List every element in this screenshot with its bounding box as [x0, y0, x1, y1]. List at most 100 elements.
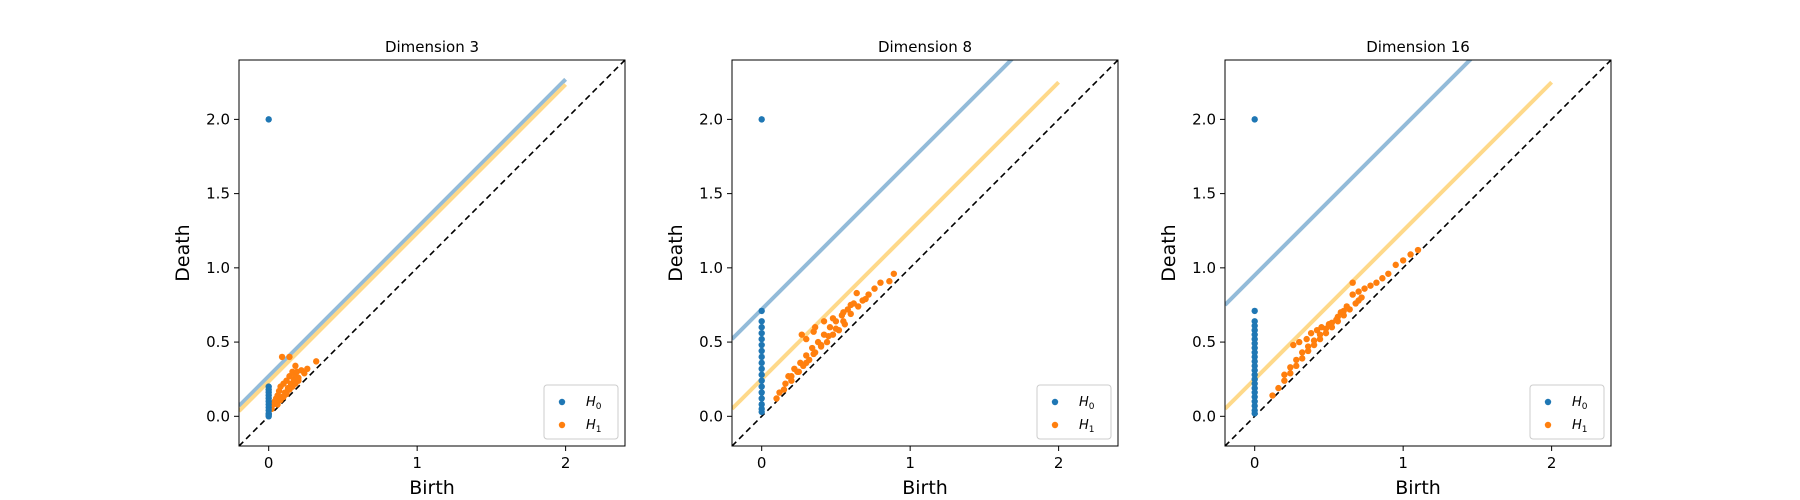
data-point — [1304, 347, 1312, 355]
legend-box — [543, 384, 619, 440]
data-point — [286, 353, 293, 361]
data-point — [847, 301, 854, 309]
data-point — [841, 321, 849, 328]
data-point — [304, 365, 311, 372]
data-point — [829, 315, 837, 322]
data-point — [1355, 288, 1362, 295]
plot-frame — [1224, 59, 1612, 447]
x-tick-label: 1 — [412, 454, 422, 472]
diagonal-line — [239, 60, 625, 446]
chart-title: Dimension 8 — [878, 38, 972, 56]
data-point — [776, 389, 783, 396]
x-tick-label: 2 — [1054, 454, 1064, 472]
y-tick-label: 0.0 — [1192, 407, 1216, 425]
data-point — [890, 270, 898, 277]
data-point — [1325, 321, 1333, 328]
data-point — [758, 324, 765, 331]
data-point — [871, 285, 878, 292]
band-line-h1 — [1225, 80, 1554, 411]
data-point — [853, 289, 860, 297]
y-tick-label: 0.0 — [699, 407, 723, 425]
x-tick-label: 0 — [1250, 454, 1260, 472]
data-point — [758, 341, 765, 349]
x-tick-label: 1 — [1398, 454, 1408, 472]
data-point — [859, 297, 866, 304]
data-point — [806, 356, 813, 364]
data-point — [1293, 356, 1300, 364]
data-point — [758, 377, 765, 384]
data-point — [1296, 338, 1303, 346]
data-point — [1287, 370, 1294, 377]
data-point — [1251, 393, 1258, 401]
data-point — [1287, 364, 1294, 371]
data-point — [1407, 251, 1414, 258]
series-h0 — [265, 116, 272, 420]
y-tick-label: 1.0 — [206, 259, 230, 277]
y-tick-label: 1.5 — [699, 185, 723, 203]
x-axis-label: Birth — [902, 477, 948, 499]
data-point — [1361, 285, 1368, 292]
data-point — [1281, 371, 1288, 378]
data-point — [758, 365, 765, 372]
data-point — [1251, 322, 1258, 329]
chart-panel-1: 0 1 2 0.0 0.5 1.0 1.5 2.0 Dimension 3 Birth Death H… — [172, 38, 626, 499]
data-point — [823, 338, 831, 346]
data-point — [865, 291, 872, 298]
data-point — [758, 395, 765, 402]
x-tick-label: 0 — [757, 454, 767, 472]
data-point — [1349, 279, 1356, 286]
data-point — [1310, 341, 1318, 349]
series-h1 — [268, 353, 320, 413]
data-point — [886, 278, 893, 285]
chart-title: Dimension 16 — [1366, 38, 1470, 56]
data-point — [840, 309, 847, 316]
data-point — [1251, 375, 1258, 383]
legend-marker-h1 — [1544, 421, 1552, 429]
legend-label-h1: H1 — [586, 418, 602, 435]
y-tick-label: 0.5 — [1192, 333, 1216, 351]
band-line-h0 — [732, 60, 1014, 341]
data-point — [278, 353, 286, 361]
series-h0 — [1251, 116, 1258, 417]
data-point — [782, 380, 789, 387]
data-point — [1251, 402, 1258, 410]
band-line-h0 — [1225, 60, 1473, 307]
legend-box — [1036, 384, 1112, 440]
data-point — [1251, 353, 1258, 361]
data-point — [758, 307, 765, 315]
chart-title: Dimension 3 — [385, 38, 479, 56]
y-axis-label: Death — [665, 224, 687, 281]
y-tick-label: 0.5 — [206, 333, 230, 351]
data-point — [1251, 384, 1258, 392]
data-point — [1251, 362, 1258, 370]
legend-marker-h1 — [1051, 421, 1059, 429]
data-point — [829, 331, 837, 338]
data-point — [1251, 371, 1258, 378]
series-h1 — [1269, 246, 1422, 399]
data-point — [1293, 362, 1300, 370]
data-point — [1251, 116, 1258, 123]
data-point — [1322, 329, 1330, 337]
data-point — [1414, 246, 1422, 254]
legend-marker-h0 — [558, 398, 566, 406]
data-point — [1316, 335, 1324, 343]
data-point — [265, 116, 272, 123]
plot-area — [239, 60, 625, 446]
legend-label-h0: H0 — [1572, 395, 1588, 412]
diagonal-line — [732, 60, 1118, 446]
y-tick-label: 2.0 — [699, 110, 723, 128]
x-axis-label: Birth — [409, 477, 455, 499]
data-point — [803, 335, 810, 343]
data-point — [1251, 410, 1258, 417]
legend-label-h0: H0 — [1079, 395, 1095, 412]
data-point — [1251, 344, 1258, 352]
plot-area — [1225, 60, 1611, 446]
data-point — [1337, 309, 1345, 316]
data-point — [1251, 307, 1258, 315]
data-point — [1251, 349, 1258, 356]
legend-box — [1529, 384, 1605, 440]
data-point — [1318, 324, 1325, 331]
